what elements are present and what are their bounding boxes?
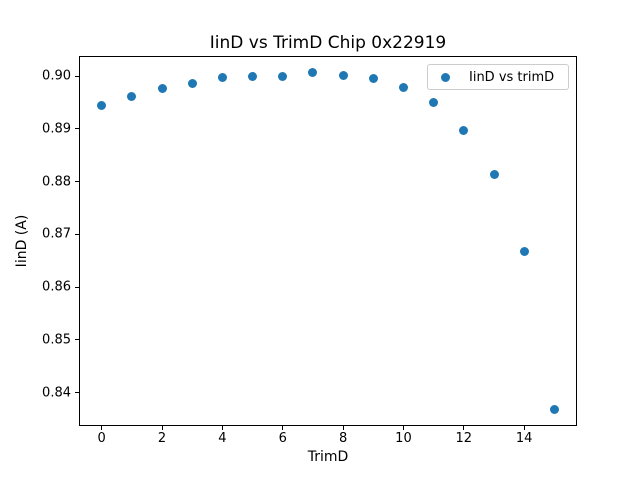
data-point xyxy=(217,73,227,83)
y-tick-mark xyxy=(75,286,79,288)
chart-title: IinD vs TrimD Chip 0x22919 xyxy=(209,33,447,53)
y-tick-label: 0.87 xyxy=(42,226,71,242)
x-tick-mark xyxy=(161,426,163,430)
y-tick-label: 0.84 xyxy=(42,385,71,401)
x-tick-label: 8 xyxy=(338,431,348,446)
x-tick-mark xyxy=(221,426,223,430)
x-tick-label: 0 xyxy=(97,431,106,446)
x-tick-mark xyxy=(282,426,284,430)
x-tick-mark xyxy=(342,426,344,430)
y-tick-mark xyxy=(75,181,79,183)
y-tick-mark xyxy=(75,128,79,130)
x-tick-mark xyxy=(523,426,525,430)
y-tick-mark xyxy=(75,233,79,235)
x-tick-mark xyxy=(101,426,103,430)
data-point xyxy=(519,247,529,257)
x-tick-label: 2 xyxy=(157,431,167,446)
x-axis-label: TrimD xyxy=(307,449,349,465)
data-point xyxy=(459,126,469,136)
x-tick-label: 12 xyxy=(455,431,473,446)
y-tick-mark xyxy=(75,75,79,77)
data-point xyxy=(368,74,378,84)
data-point xyxy=(308,68,318,78)
data-point xyxy=(248,72,258,82)
y-tick-label: 0.86 xyxy=(42,279,71,295)
x-tick-label: 14 xyxy=(515,431,533,446)
legend-marker-icon xyxy=(441,72,450,82)
data-point xyxy=(127,92,137,102)
x-tick-mark xyxy=(463,426,465,430)
y-tick-label: 0.88 xyxy=(42,174,71,190)
data-point xyxy=(549,404,559,414)
y-tick-label: 0.90 xyxy=(42,68,71,84)
data-point xyxy=(398,83,408,93)
plot-area xyxy=(79,56,577,426)
data-point xyxy=(278,71,288,81)
data-point xyxy=(338,70,348,80)
y-tick-mark xyxy=(75,339,79,341)
legend-label: IinD vs trimD xyxy=(469,69,555,85)
x-tick-label: 6 xyxy=(278,431,287,446)
y-tick-label: 0.89 xyxy=(42,121,71,137)
legend: IinD vs trimD xyxy=(427,64,569,90)
data-point xyxy=(489,170,499,180)
x-tick-mark xyxy=(402,426,404,430)
y-tick-label: 0.85 xyxy=(42,332,71,348)
data-point xyxy=(187,79,197,89)
data-point xyxy=(429,98,439,108)
x-tick-label: 10 xyxy=(395,431,412,446)
data-point xyxy=(97,100,107,110)
x-tick-label: 4 xyxy=(218,431,227,446)
y-tick-mark xyxy=(75,392,79,394)
data-point xyxy=(157,84,167,94)
